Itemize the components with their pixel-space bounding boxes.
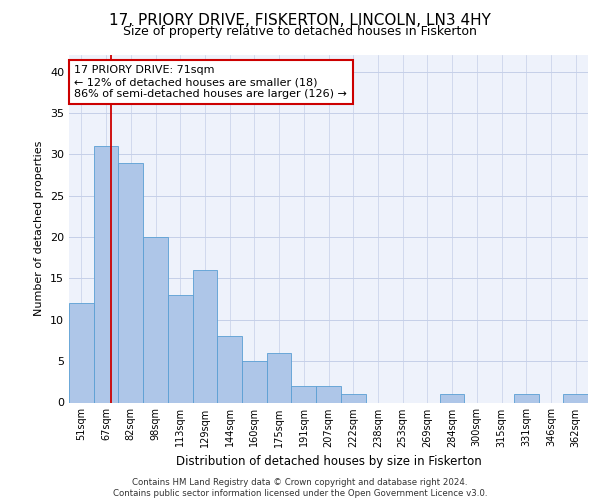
Bar xyxy=(69,303,94,402)
Text: 17, PRIORY DRIVE, FISKERTON, LINCOLN, LN3 4HY: 17, PRIORY DRIVE, FISKERTON, LINCOLN, LN… xyxy=(109,13,491,28)
Bar xyxy=(217,336,242,402)
Text: Contains HM Land Registry data © Crown copyright and database right 2024.
Contai: Contains HM Land Registry data © Crown c… xyxy=(113,478,487,498)
Bar xyxy=(193,270,217,402)
Bar xyxy=(267,353,292,403)
Bar xyxy=(94,146,118,403)
Bar xyxy=(563,394,588,402)
Text: Size of property relative to detached houses in Fiskerton: Size of property relative to detached ho… xyxy=(123,25,477,38)
Text: 17 PRIORY DRIVE: 71sqm
← 12% of detached houses are smaller (18)
86% of semi-det: 17 PRIORY DRIVE: 71sqm ← 12% of detached… xyxy=(74,66,347,98)
X-axis label: Distribution of detached houses by size in Fiskerton: Distribution of detached houses by size … xyxy=(176,455,481,468)
Bar xyxy=(341,394,365,402)
Bar xyxy=(292,386,316,402)
Bar xyxy=(440,394,464,402)
Bar xyxy=(316,386,341,402)
Bar xyxy=(118,162,143,402)
Y-axis label: Number of detached properties: Number of detached properties xyxy=(34,141,44,316)
Bar xyxy=(242,361,267,403)
Bar xyxy=(514,394,539,402)
Bar xyxy=(143,237,168,402)
Bar xyxy=(168,295,193,403)
